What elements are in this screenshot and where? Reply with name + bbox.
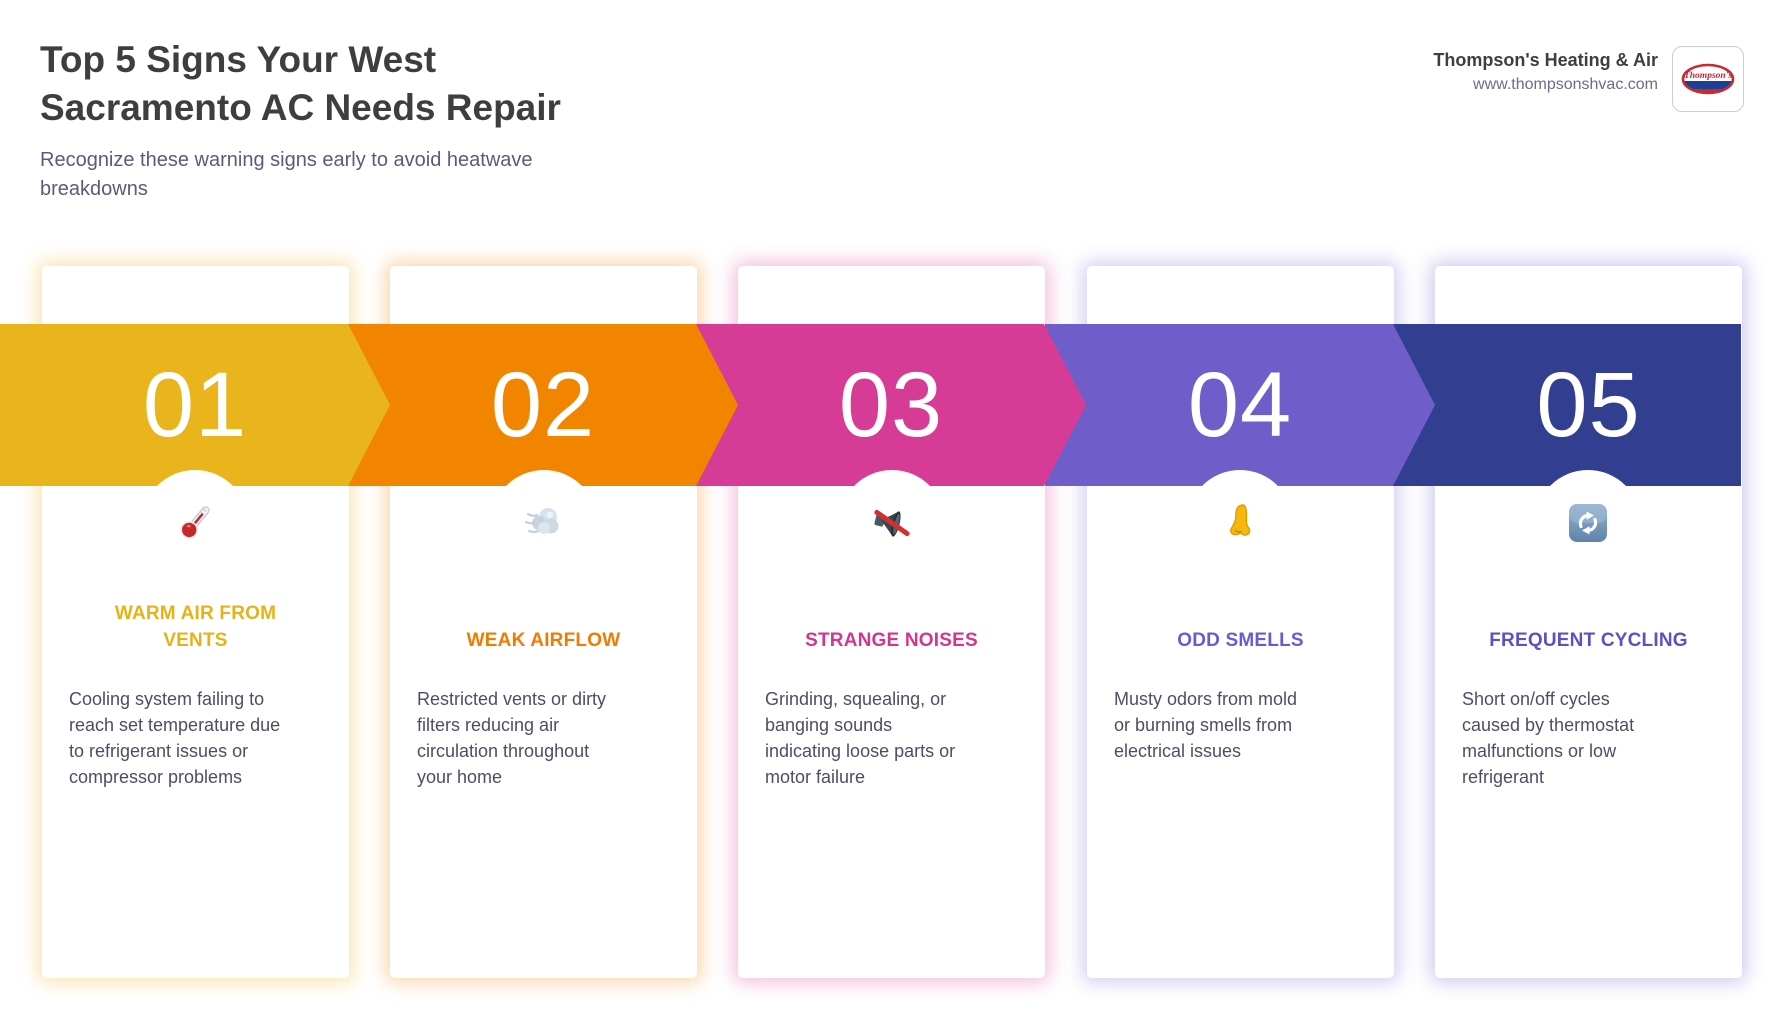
card-description-1: Cooling system failing to reach set temp… — [69, 689, 281, 787]
nose-icon — [1230, 504, 1251, 536]
card-title-5: FREQUENT CYCLING — [1489, 630, 1688, 651]
step-number-3: 03 — [838, 353, 944, 456]
card-title-2: WEAK AIRFLOW — [466, 630, 621, 651]
card-description-3: Grinding, squealing, or banging sounds i… — [765, 689, 956, 787]
icon-circle-1 — [142, 470, 248, 576]
brand-name: Thompson's Heating & Air — [1433, 50, 1658, 70]
brand-block: Thompson's Heating & Air www.thompsonshv… — [1433, 48, 1658, 96]
muted-speaker-icon — [874, 509, 910, 537]
chevron-segment-1: 01 — [0, 324, 390, 486]
icon-circle-5 — [1535, 470, 1641, 576]
chevron-segment-3: 03 — [696, 324, 1086, 486]
thompsons-logo-graphic: Thompson's — [1681, 63, 1735, 95]
page-title-line2: Sacramento AC Needs Repair — [40, 87, 561, 128]
page-subtitle: Recognize these warning signs early to a… — [40, 149, 533, 200]
chevron-band: 01 02 03 04 05 — [0, 324, 1790, 486]
wind-icon — [524, 508, 559, 534]
chevron-segment-5: 05 — [1393, 324, 1741, 486]
step-number-4: 04 — [1187, 353, 1293, 456]
brand-logo: Thompson's — [1672, 46, 1744, 112]
card-description-2: Restricted vents or dirty filters reduci… — [417, 689, 607, 787]
chevron-segment-4: 04 — [1045, 324, 1435, 486]
page-title: Top 5 Signs Your West Sacramento AC Need… — [40, 36, 561, 132]
brand-url: www.thompsonshvac.com — [1473, 76, 1658, 93]
icon-circle-2 — [491, 470, 597, 576]
card-description-5: Short on/off cycles caused by thermostat… — [1462, 689, 1635, 787]
step-number-1: 01 — [142, 353, 248, 456]
chevron-segment-2: 02 — [348, 324, 738, 486]
card-title-3: STRANGE NOISES — [805, 630, 978, 651]
logo-text: Thompson's — [1684, 71, 1732, 81]
card-title-4: ODD SMELLS — [1177, 630, 1304, 651]
thermometer-icon — [180, 506, 210, 539]
step-number-5: 05 — [1536, 353, 1641, 456]
icon-circle-4 — [1187, 470, 1293, 576]
card-description-4: Musty odors from mold or burning smells … — [1114, 689, 1298, 761]
refresh-icon — [1569, 504, 1607, 542]
page-title-line1: Top 5 Signs Your West — [40, 39, 437, 80]
step-number-2: 02 — [490, 353, 596, 456]
icon-circle-3 — [839, 470, 945, 576]
card-title-1: WARM AIR FROM VENTS — [114, 603, 277, 651]
